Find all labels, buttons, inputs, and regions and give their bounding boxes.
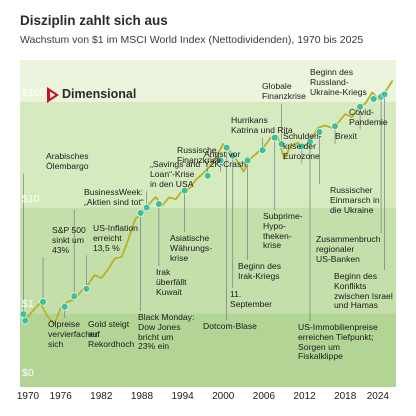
event-annotation: Zusammenbruch regionaler US-Banken <box>316 234 381 264</box>
event-annotation: Beginn des Russland- Ukraine-Kriegs <box>310 67 367 97</box>
event-marker <box>82 285 91 293</box>
x-tick-label: 2024 <box>366 391 389 402</box>
band-1-10 <box>20 207 396 314</box>
y-tick-label: $100 <box>22 87 46 100</box>
band-10-100 <box>20 102 396 208</box>
event-annotation: Subprime- Hypo- theken- krise <box>263 211 303 251</box>
event-marker <box>271 133 279 142</box>
event-marker <box>243 156 252 165</box>
event-marker <box>19 310 28 318</box>
event-annotation: Arabisches Ölembargo <box>46 151 89 171</box>
event-annotation: Dotcom-Blase <box>203 321 257 331</box>
event-marker <box>331 122 339 130</box>
event-marker <box>21 316 30 325</box>
event-annotation: Brexit <box>335 131 357 141</box>
event-marker <box>356 103 364 111</box>
event-marker <box>142 203 151 212</box>
event-annotation: Asiatische Währungs- krise <box>170 233 213 263</box>
event-marker <box>180 186 189 195</box>
x-tick-label: 2018 <box>334 391 357 402</box>
event-annotation: Ölpreise vervierfachen sich <box>48 319 100 349</box>
event-annotation: 11. September <box>230 289 273 309</box>
event-annotation: S&P 500 sinkt um 43% <box>52 225 86 255</box>
event-marker <box>203 172 212 180</box>
x-tick-label: 1988 <box>130 391 154 402</box>
dimensional-brand: Dimensional <box>62 87 136 101</box>
msci-world-line <box>19 80 394 326</box>
event-marker <box>315 128 324 136</box>
event-marker <box>136 209 145 217</box>
event-annotation: Beginn des Irak-Kriegs <box>238 261 282 281</box>
x-tick-label: 1970 <box>16 391 40 402</box>
event-marker <box>369 95 378 103</box>
event-annotation: BusinessWeek: „Aktien sind tot“ <box>84 187 144 207</box>
y-tick-label: $0 <box>22 367 34 379</box>
event-annotation: Russische Finanzkrise <box>177 145 221 165</box>
event-annotation: US-Inflation erreicht 13,5 % <box>93 223 138 253</box>
event-annotation: Angst vor Y2K-Crash <box>204 149 247 169</box>
event-marker <box>155 200 163 208</box>
event-marker <box>39 298 47 306</box>
event-annotation: Gold steigt auf Rekordhoch <box>88 319 135 349</box>
y-tick-label: $1 <box>22 298 34 311</box>
event-marker <box>277 140 286 148</box>
band-above-100 <box>20 60 396 103</box>
event-annotation: „Savings and Loan“-Krise in den USA <box>150 159 201 189</box>
x-tick-label: 1976 <box>49 391 72 402</box>
event-marker <box>306 138 314 146</box>
event-annotation: US-Immobilienpreise erreichen Tiefpunkt;… <box>298 322 378 362</box>
event-annotation: Black Monday: Dow Jones bricht um 23% ei… <box>138 312 195 352</box>
event-annotation: Beginn des Konflikts zwischen Israel und… <box>334 271 393 311</box>
x-tick-label: 1982 <box>90 391 113 402</box>
event-marker <box>70 292 78 300</box>
x-tick-label: 2012 <box>293 391 316 402</box>
event-annotation: Covid- Pandemie <box>349 107 388 127</box>
event-marker <box>222 143 231 152</box>
event-marker <box>298 142 306 151</box>
x-tick-label: 2006 <box>252 391 276 402</box>
event-marker <box>258 146 267 154</box>
event-annotation: Schulden- krise der Eurozone <box>283 131 322 161</box>
chart-subtitle: Wachstum von $1 im MSCI World Index (Net… <box>20 34 364 46</box>
brand-name: Dimensional <box>62 87 137 101</box>
x-tick-label: 1994 <box>171 391 194 402</box>
band-below-1 <box>20 313 396 387</box>
event-annotation: Irak überfällt Kuwait <box>156 267 187 297</box>
x-tick-label: 2000 <box>212 391 235 402</box>
dimensional-logo-icon <box>47 87 59 103</box>
event-marker <box>229 152 237 160</box>
event-annotation: Globale Finanzkrise <box>262 81 306 101</box>
chart-title: Disziplin zahlt sich aus <box>20 13 168 28</box>
event-marker <box>61 303 69 311</box>
y-tick-label: $10 <box>22 192 40 205</box>
event-annotation: Hurrikans Katrina und Rita <box>231 115 293 135</box>
event-marker <box>380 90 389 99</box>
event-annotation: Russischer Einmarsch in die Ukraine <box>330 185 380 215</box>
event-marker <box>216 156 225 165</box>
